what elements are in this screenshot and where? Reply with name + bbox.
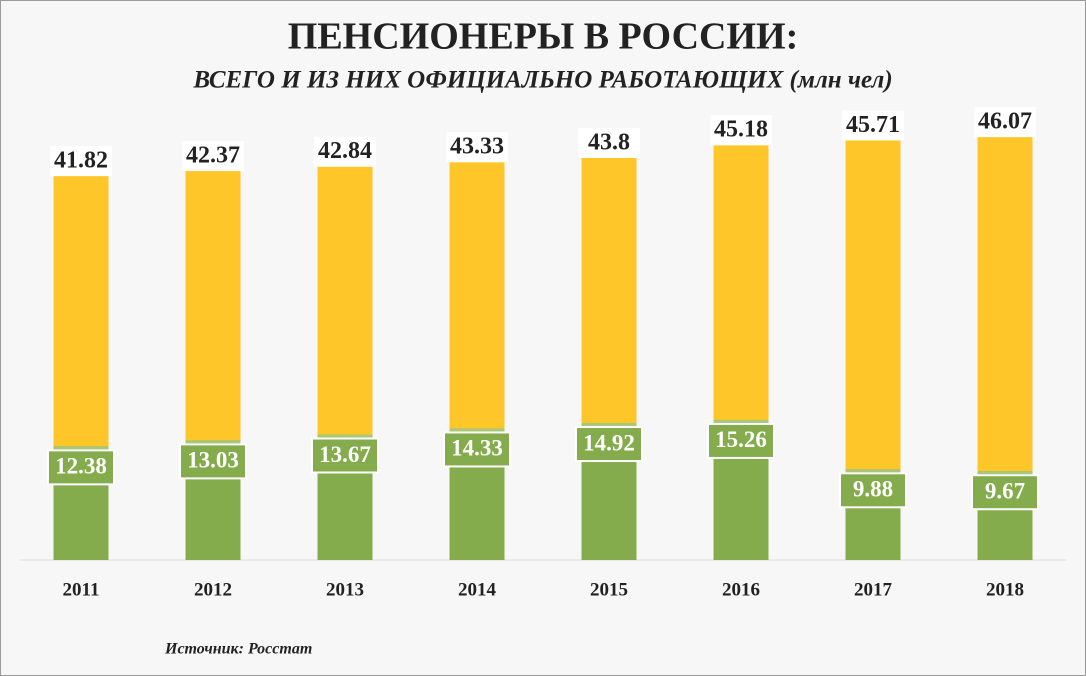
source: Источник: Росстат bbox=[164, 641, 312, 658]
x-tick-label: 2012 bbox=[194, 579, 232, 600]
x-tick-label: 2016 bbox=[722, 579, 760, 600]
label-bg bbox=[578, 127, 640, 158]
label-box bbox=[47, 449, 115, 486]
top-edge bbox=[449, 428, 505, 432]
x-tick-label: 2017 bbox=[854, 579, 893, 600]
value-label: 42.84 bbox=[318, 138, 372, 164]
value-label: 15.26 bbox=[715, 427, 767, 452]
value-label: 13.67 bbox=[319, 442, 371, 467]
label-bg bbox=[50, 146, 112, 177]
x-tick-label: 2015 bbox=[590, 579, 628, 600]
label-bg bbox=[182, 141, 244, 172]
label-box bbox=[443, 431, 511, 468]
value-label: 9.88 bbox=[853, 477, 893, 502]
label-bg bbox=[710, 115, 772, 146]
value-label: 14.92 bbox=[583, 430, 635, 455]
top-edge bbox=[713, 419, 769, 423]
value-label: 46.07 bbox=[978, 109, 1032, 135]
value-label: 45.18 bbox=[714, 117, 768, 143]
label-bg bbox=[842, 110, 904, 141]
x-tick-label: 2018 bbox=[986, 579, 1024, 600]
top-edge bbox=[581, 423, 637, 427]
label-box bbox=[839, 472, 907, 509]
chart-subtitle: ВСЕГО И ИЗ НИХ ОФИЦИАЛЬНО РАБОТАЮЩИХ (мл… bbox=[192, 67, 892, 94]
value-label: 43.33 bbox=[450, 134, 504, 160]
value-label: 45.71 bbox=[846, 112, 900, 138]
value-label: 12.38 bbox=[55, 454, 107, 479]
top-edge bbox=[845, 469, 901, 473]
label-box bbox=[707, 422, 775, 459]
value-label: 42.37 bbox=[186, 143, 240, 169]
value-label: 13.03 bbox=[187, 448, 239, 473]
x-tick-label: 2014 bbox=[458, 579, 497, 600]
top-edge bbox=[317, 434, 373, 438]
label-box bbox=[575, 426, 643, 463]
x-tick-label: 2011 bbox=[63, 579, 100, 600]
label-box bbox=[311, 437, 379, 474]
top-edge bbox=[53, 446, 109, 450]
top-edge bbox=[185, 440, 241, 444]
value-label: 41.82 bbox=[54, 148, 108, 174]
label-bg bbox=[446, 132, 508, 163]
value-label: 14.33 bbox=[451, 436, 503, 461]
label-bg bbox=[974, 107, 1036, 138]
label-box bbox=[179, 443, 247, 480]
value-label: 43.8 bbox=[588, 129, 630, 155]
chart-title: ПЕНСИОНЕРЫ В РОССИИ: bbox=[288, 16, 798, 58]
x-tick-label: 2013 bbox=[326, 579, 364, 600]
value-label: 9.67 bbox=[985, 479, 1025, 504]
top-edge bbox=[977, 471, 1033, 475]
label-bg bbox=[314, 136, 376, 167]
label-box bbox=[971, 474, 1039, 511]
